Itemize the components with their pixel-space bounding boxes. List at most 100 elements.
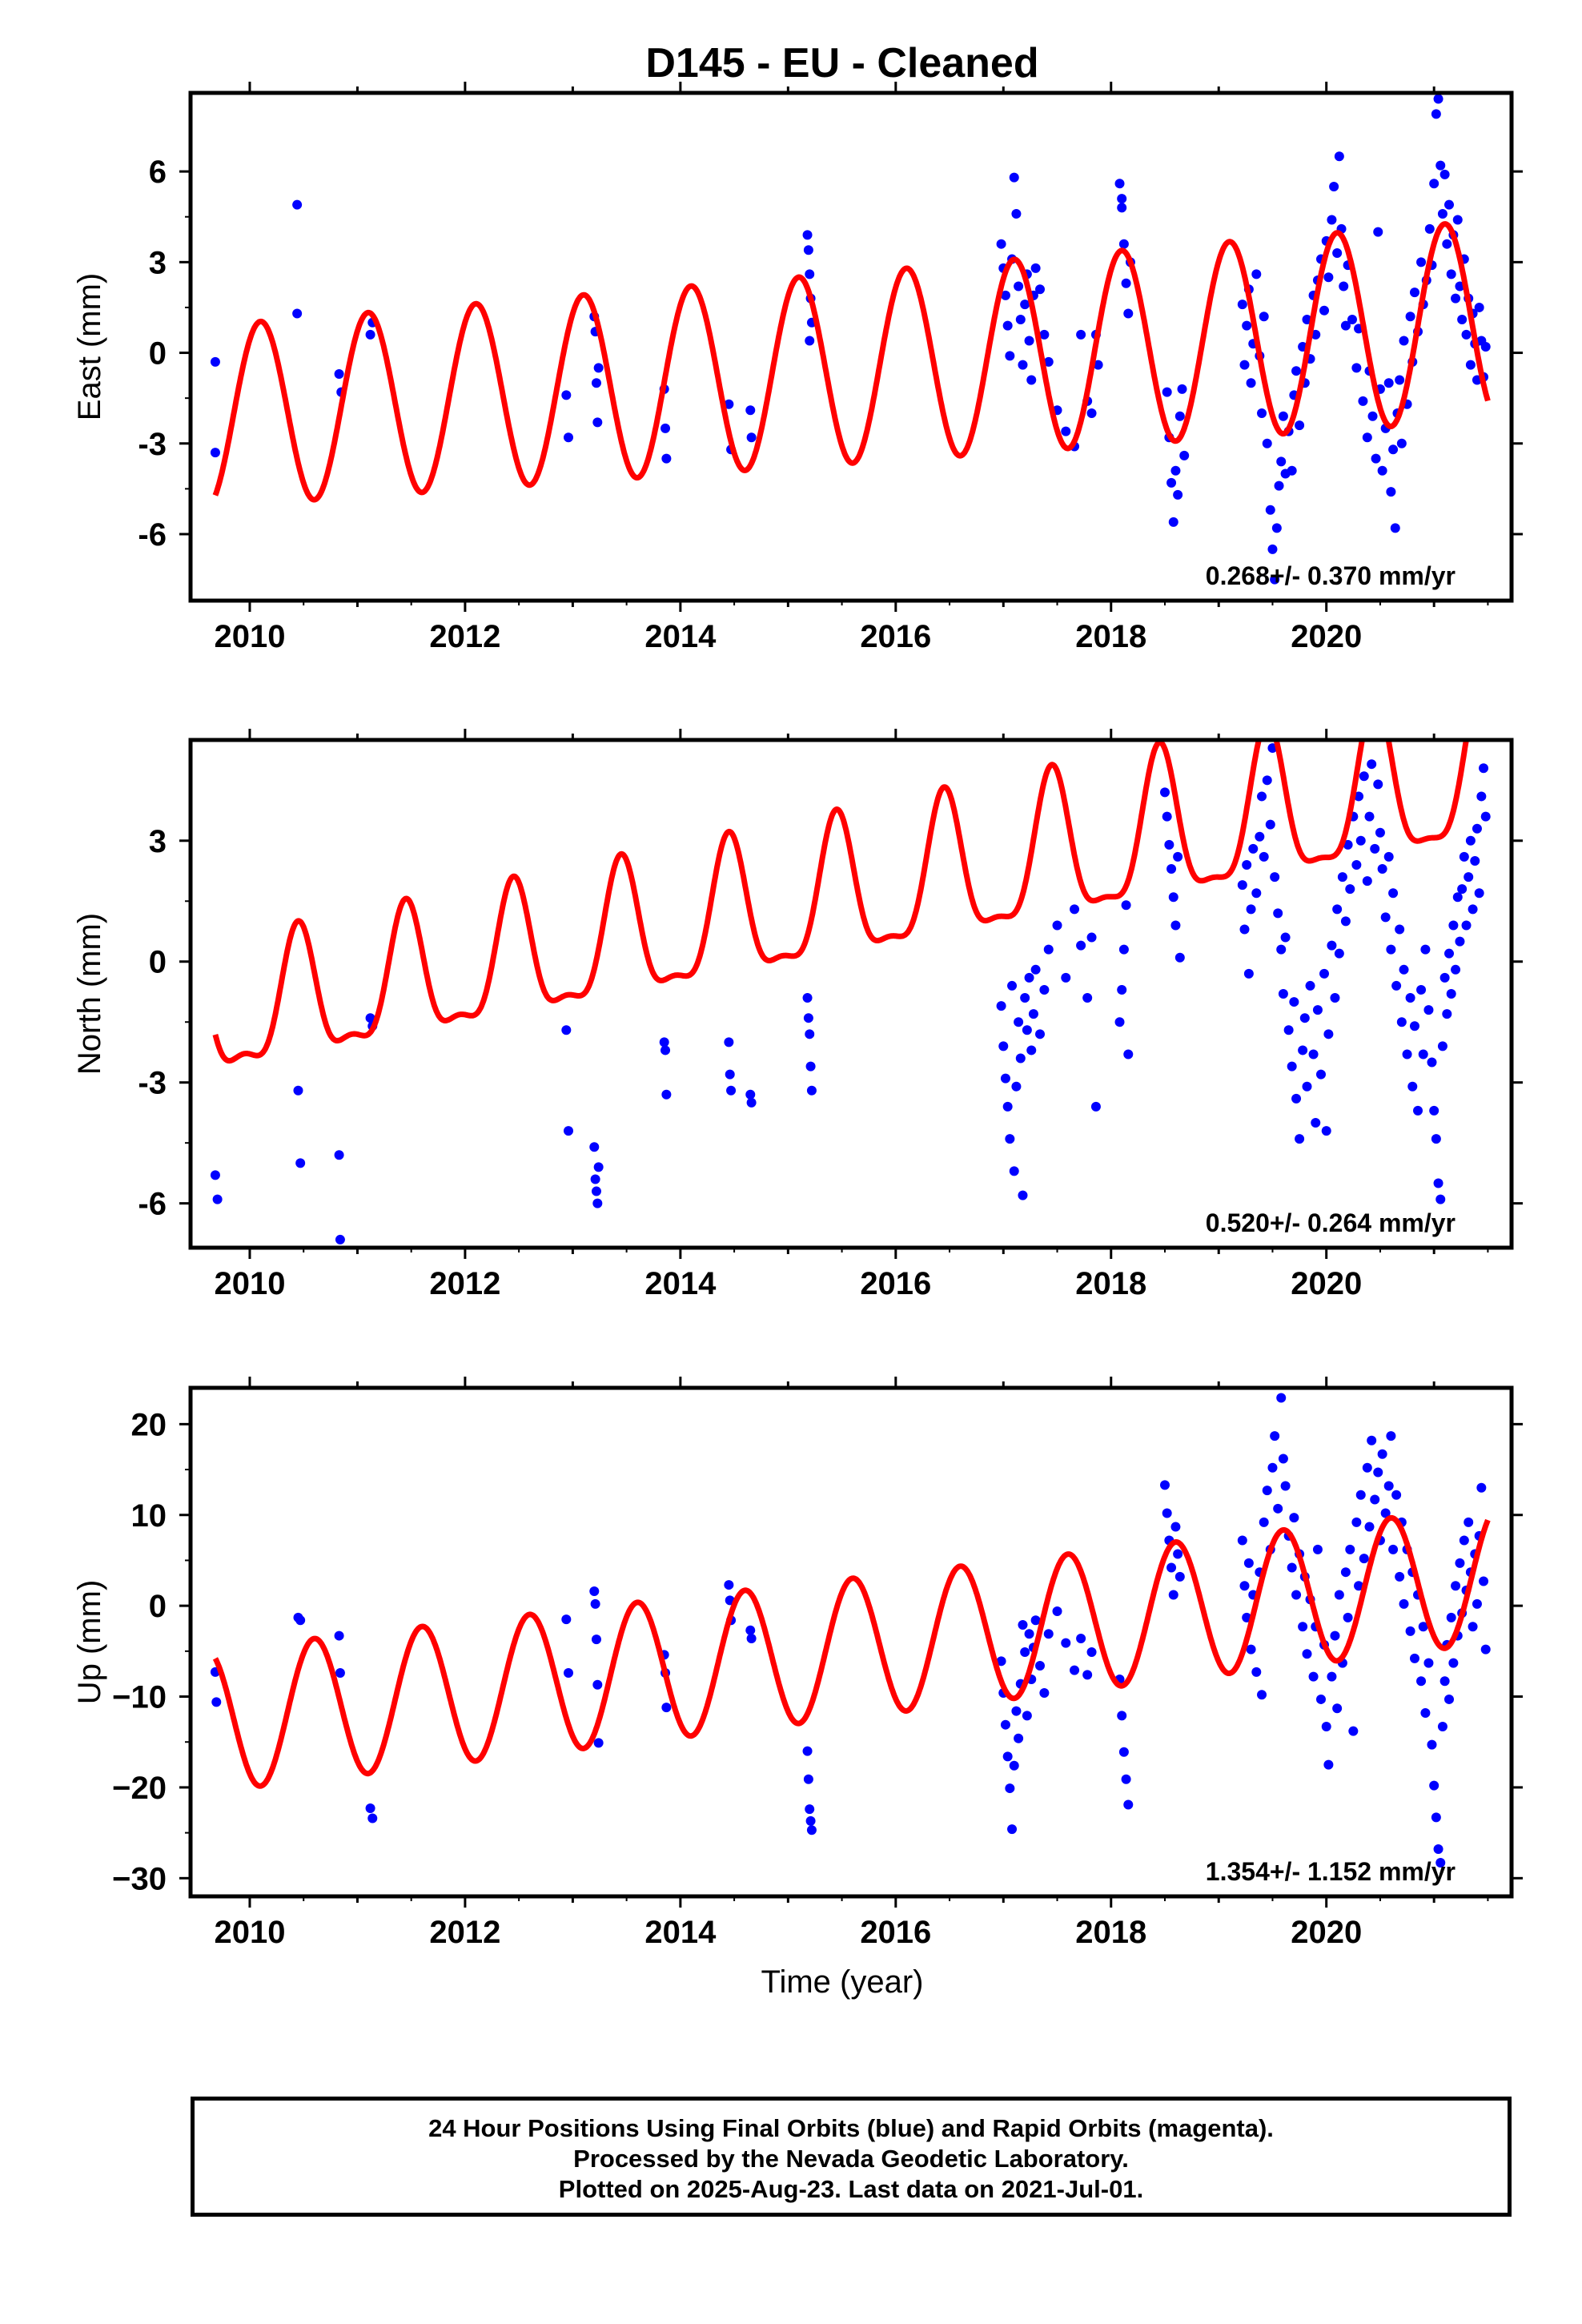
y-tick-label: −10 [112,1680,167,1715]
data-point [659,1037,669,1047]
footer-line-1: 24 Hour Positions Using Final Orbits (bl… [428,2114,1274,2142]
data-point [1035,1660,1046,1671]
data-point [1315,1069,1326,1080]
data-point [1442,1009,1452,1019]
data-point [1030,964,1041,975]
data-point [1464,1517,1474,1527]
data-point [1334,948,1344,959]
data-point [1452,215,1463,225]
data-point [1276,944,1287,955]
data-point [564,1668,574,1679]
data-point [1339,281,1349,292]
data-point [1177,384,1187,394]
data-point [1399,964,1409,975]
data-point [661,1045,671,1055]
data-point [1399,336,1409,346]
data-point [1323,1759,1334,1770]
data-point [1340,1567,1351,1578]
data-point [1416,257,1427,267]
data-point [1323,1029,1334,1039]
data-point [1427,1739,1437,1750]
data-point [1257,408,1267,419]
data-point [1416,1676,1427,1687]
data-point [996,1001,1006,1011]
data-point [1373,1467,1383,1478]
data-point [592,417,603,428]
y-tick-label: 3 [149,824,167,859]
data-point [1298,1045,1308,1055]
model-fit-line [212,1514,1491,1789]
data-point [1439,1676,1450,1687]
data-point [1255,831,1265,842]
data-point [746,1097,757,1108]
data-point [365,1803,375,1814]
x-tick-label: 2010 [214,1915,285,1950]
data-point [1348,1726,1359,1736]
data-point [1117,194,1127,204]
x-tick-label: 2014 [644,619,717,654]
data-point [1166,864,1177,875]
data-point [1433,94,1443,104]
y-tick-label: 0 [149,1589,167,1624]
x-tick-label: 2012 [429,619,500,654]
data-point [1302,1649,1312,1659]
data-point [1082,993,1093,1003]
data-point [1121,900,1131,911]
data-point [1407,1081,1418,1092]
data-point [1014,1733,1024,1743]
data-point [1173,1549,1183,1559]
data-point [725,1069,735,1080]
north-panel: 2010 2012 2014 2016 2018 2020 3 0 -3 -6 North (mm)… [72,729,1523,1301]
data-point [745,405,756,416]
data-point [1270,574,1280,585]
data-point [1375,827,1385,838]
data-point [1162,387,1172,397]
data-point [1388,1544,1399,1554]
data-point [1276,456,1287,467]
data-point [802,993,813,1003]
data-point [1377,465,1387,476]
data-point [1168,517,1178,527]
data-point [1082,1670,1093,1680]
data-point [996,1656,1006,1667]
data-point [1448,1658,1459,1668]
data-point [1409,287,1419,298]
y-tick-label: -3 [138,427,167,462]
data-point [1259,1517,1269,1527]
data-point [1020,300,1030,310]
data-point [1327,1671,1337,1682]
data-point [1395,1571,1405,1582]
data-point [1239,360,1250,370]
data-point [1383,1481,1394,1491]
data-point [1340,916,1351,927]
data-point [1246,1644,1256,1655]
data-point [1243,1558,1254,1568]
rate-label: 0.520+/- 0.264 mm/yr [1206,1208,1456,1237]
data-point [1448,920,1459,931]
footer-box: 24 Hour Positions Using Final Orbits (bl… [191,2097,1512,2217]
data-point [1444,948,1455,959]
data-point [1061,426,1071,436]
data-point [212,1194,223,1204]
data-point [803,1774,813,1784]
scatter-series [210,94,1491,585]
data-point [1433,1844,1443,1855]
data-point [1479,1576,1489,1586]
data-point [805,269,815,279]
data-point [1383,851,1394,862]
data-point [1121,1774,1131,1784]
data-point [1052,1606,1062,1616]
data-point [1312,1544,1323,1554]
data-point [1009,1166,1019,1176]
data-point [1291,1093,1302,1104]
data-point [211,1697,222,1707]
data-point [1409,1653,1419,1663]
data-point [1291,1590,1302,1600]
x-tick-label: 2018 [1075,1266,1146,1301]
data-point [1330,1630,1340,1641]
data-point [1162,1508,1172,1518]
data-point [1267,544,1278,554]
data-point [1076,1633,1086,1643]
data-point [1459,851,1469,862]
data-point [1343,1612,1353,1622]
